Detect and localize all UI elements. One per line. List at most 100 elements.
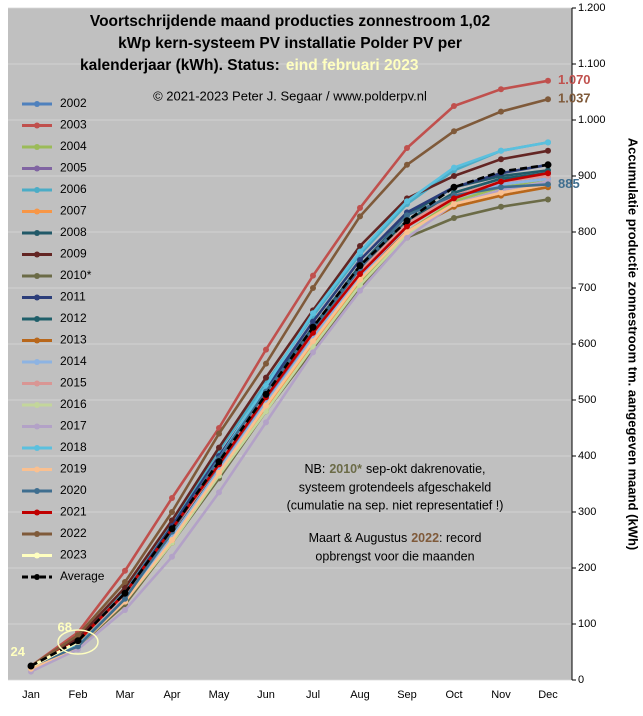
point xyxy=(216,430,222,437)
y-tick-label: 500 xyxy=(578,394,596,406)
legend-label: 2004 xyxy=(60,139,87,153)
note: NB: xyxy=(304,462,325,476)
note: systeem grotendeels afgeschakeld xyxy=(299,480,492,494)
y-tick-label: 100 xyxy=(578,618,596,630)
y-tick-label: 300 xyxy=(578,506,596,518)
legend-marker xyxy=(34,208,40,215)
note: Maart & Augustus 2022: record xyxy=(309,531,482,545)
point xyxy=(310,318,316,325)
point xyxy=(498,156,504,163)
point xyxy=(122,567,128,574)
point xyxy=(357,248,363,255)
legend-marker xyxy=(34,144,40,150)
point xyxy=(357,243,363,249)
note: : record xyxy=(439,531,481,545)
legend-label: 2012 xyxy=(60,311,87,325)
legend-marker xyxy=(34,423,40,430)
y-tick-label: 600 xyxy=(578,338,596,350)
legend-marker xyxy=(34,466,40,473)
point xyxy=(121,589,129,597)
legend-marker xyxy=(34,294,40,301)
legend-label: 2014 xyxy=(60,354,87,368)
point xyxy=(403,217,411,225)
note-em: 2010* xyxy=(329,462,362,476)
legend-label: 2015 xyxy=(60,376,87,390)
note: NB: 2010* sep-okt dakrenovatie, xyxy=(304,462,485,476)
point xyxy=(497,168,505,176)
legend-marker xyxy=(34,337,40,344)
point xyxy=(122,595,128,602)
note: opbrengst voor die maanden xyxy=(315,549,474,563)
y-tick-label: 1.000 xyxy=(578,114,606,126)
x-tick-label: Nov xyxy=(491,689,511,701)
chart-title: kalenderjaar (kWh). Status: eind februari… xyxy=(80,57,419,74)
point xyxy=(310,285,316,291)
legend-label: 2017 xyxy=(60,419,87,433)
x-tick-label: Dec xyxy=(538,689,558,701)
legend-label: 2006 xyxy=(60,182,87,196)
point xyxy=(310,272,316,279)
point xyxy=(404,229,410,235)
point xyxy=(357,213,363,220)
legend-label: 2020 xyxy=(60,483,87,497)
point xyxy=(498,86,504,93)
x-tick-label: Sep xyxy=(397,689,417,701)
data-label: 68 xyxy=(58,619,72,634)
point xyxy=(356,262,364,270)
x-tick-label: May xyxy=(209,689,230,701)
point xyxy=(216,489,222,496)
y-tick-label: 800 xyxy=(578,226,596,238)
point xyxy=(451,164,457,171)
data-label: 885 xyxy=(558,176,580,191)
point xyxy=(545,196,551,203)
point xyxy=(498,189,504,196)
y-axis-label: Accumulatie productie zonnestroom tm. aa… xyxy=(626,138,641,550)
legend-label: 2013 xyxy=(60,333,87,347)
point xyxy=(450,183,458,191)
x-tick-label: Oct xyxy=(445,689,462,701)
legend-marker xyxy=(34,445,40,451)
point xyxy=(545,170,551,177)
chart-title: kalenderjaar (kWh). Status: xyxy=(80,57,280,74)
y-tick-label: 200 xyxy=(578,562,596,574)
series-line xyxy=(30,163,549,668)
point xyxy=(404,198,410,205)
note: (cumulatie na sep. niet representatief !… xyxy=(287,498,504,512)
legend-label: 2019 xyxy=(60,462,87,476)
legend-label: 2016 xyxy=(60,397,87,411)
x-tick-label: Jun xyxy=(257,689,275,701)
point xyxy=(310,349,316,356)
point xyxy=(216,469,222,476)
legend-marker xyxy=(34,552,40,559)
legend-marker xyxy=(34,230,40,236)
point xyxy=(168,525,176,533)
point xyxy=(498,203,504,210)
legend-label: 2022 xyxy=(60,526,87,540)
legend-label: 2010* xyxy=(60,268,92,282)
point xyxy=(451,128,457,135)
point xyxy=(357,204,363,211)
legend-label: 2008 xyxy=(60,225,87,239)
legend-label: 2018 xyxy=(60,440,87,454)
legend-marker xyxy=(34,509,40,516)
series-line xyxy=(30,79,549,668)
legend-label: 2005 xyxy=(60,161,87,175)
point xyxy=(216,444,222,451)
y-tick-label: 1.200 xyxy=(578,2,606,14)
highlight-ellipse xyxy=(57,629,99,655)
point xyxy=(404,234,410,241)
point xyxy=(357,271,363,277)
point xyxy=(404,212,410,219)
point xyxy=(357,257,363,263)
point xyxy=(310,310,316,317)
point xyxy=(544,161,552,169)
legend-marker xyxy=(34,101,40,107)
point xyxy=(169,495,175,501)
point xyxy=(309,323,317,331)
point xyxy=(74,637,82,645)
legend-marker xyxy=(34,122,40,129)
y-tick-label: 700 xyxy=(578,282,596,294)
legend-label: 2002 xyxy=(60,96,87,110)
point xyxy=(498,178,504,185)
